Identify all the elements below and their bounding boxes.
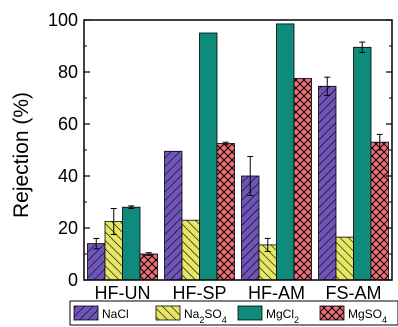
bar-MgCl2-HF-AM bbox=[276, 23, 295, 281]
legend-label-NaCl: NaCl bbox=[102, 307, 129, 321]
x-category-label: HF-SP bbox=[173, 283, 227, 303]
bar-MgCl2-FS-AM bbox=[353, 46, 372, 281]
bar-pattern-NaCl-FS-AM bbox=[318, 86, 336, 280]
bar-MgCl2-HF-SP bbox=[199, 32, 218, 281]
legend-label-Na2SO4: Na2SO4 bbox=[184, 307, 227, 325]
y-tick-label: 100 bbox=[48, 10, 78, 30]
bar-pattern-Na2SO4-FS-AM bbox=[336, 237, 354, 280]
legend-swatch-pattern-Na2SO4 bbox=[156, 306, 180, 320]
bar-pattern-NaCl-HF-AM bbox=[241, 176, 259, 280]
y-tick-label: 60 bbox=[58, 114, 78, 134]
legend: NaCl Na2SO4 MgCl2 MgSO4 bbox=[69, 300, 398, 326]
bar-pattern-Na2SO4-HF-SP bbox=[182, 220, 200, 280]
legend-swatch-MgCl2 bbox=[237, 305, 263, 321]
bar-pattern-NaCl-HF-UN bbox=[87, 243, 105, 280]
bar-MgCl2-HF-UN bbox=[122, 206, 141, 281]
bar-pattern-MgSO4-HF-AM bbox=[294, 78, 312, 280]
y-tick-label: 20 bbox=[58, 218, 78, 238]
legend-swatch-pattern-NaCl bbox=[74, 306, 98, 320]
y-axis-title: Rejection (%) bbox=[10, 92, 33, 218]
bar-pattern-MgSO4-FS-AM bbox=[371, 142, 389, 280]
legend-label-MgCl2: MgCl2 bbox=[266, 307, 299, 325]
legend-label-MgSO4: MgSO4 bbox=[348, 307, 387, 325]
bar-pattern-MgSO4-HF-SP bbox=[217, 143, 235, 280]
bar-pattern-NaCl-HF-SP bbox=[164, 151, 182, 280]
plot-area bbox=[87, 23, 389, 281]
y-tick-label: 40 bbox=[58, 166, 78, 186]
y-tick-label: 0 bbox=[68, 270, 78, 290]
bar-pattern-MgSO4-HF-UN bbox=[140, 254, 158, 280]
bar-pattern-Na2SO4-HF-UN bbox=[105, 221, 123, 280]
y-tick-label: 80 bbox=[58, 62, 78, 82]
x-category-label: HF-UN bbox=[95, 283, 151, 303]
x-category-label: FS-AM bbox=[326, 283, 382, 303]
legend-swatch-pattern-MgSO4 bbox=[320, 306, 344, 320]
x-category-label: HF-AM bbox=[248, 283, 305, 303]
bar-pattern-Na2SO4-HF-AM bbox=[259, 244, 277, 280]
axes: 0 20 40 60 80 100 HF-UN HF-SP HF-AM FS-AM bbox=[48, 10, 393, 303]
